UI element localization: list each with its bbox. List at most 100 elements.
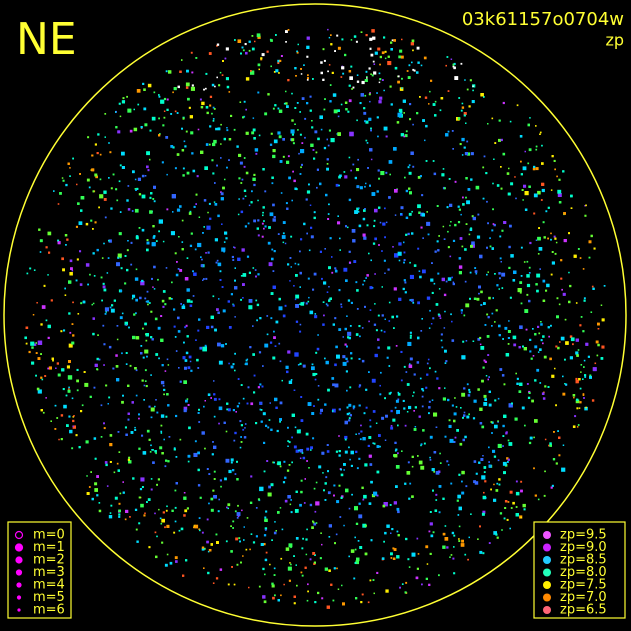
star (421, 213, 425, 217)
star (560, 259, 563, 262)
star (216, 308, 219, 311)
star (597, 328, 600, 330)
star (314, 313, 317, 315)
star (140, 127, 143, 130)
star (121, 166, 125, 169)
star (312, 288, 315, 291)
star (140, 126, 143, 129)
star (339, 174, 342, 177)
star (216, 43, 220, 46)
star (388, 320, 391, 322)
star (413, 264, 417, 267)
star (439, 462, 442, 464)
star (128, 456, 131, 459)
star (487, 271, 489, 273)
star (293, 389, 296, 391)
star (474, 270, 478, 273)
star (197, 128, 200, 131)
star (261, 235, 264, 238)
star (37, 340, 43, 345)
star (379, 63, 381, 66)
star (422, 389, 425, 392)
star (328, 129, 331, 132)
star (395, 399, 399, 403)
star (188, 426, 191, 430)
star (221, 286, 224, 288)
star (90, 471, 92, 473)
star (319, 250, 322, 253)
star (259, 317, 262, 320)
star (158, 219, 163, 224)
star (332, 93, 337, 97)
star (185, 86, 189, 89)
star (147, 303, 149, 306)
star (432, 531, 435, 534)
star (348, 446, 350, 449)
star (370, 480, 373, 484)
star (520, 173, 523, 176)
star (170, 145, 174, 148)
star (193, 452, 198, 457)
star (536, 289, 539, 293)
star (201, 431, 205, 435)
star (452, 282, 455, 286)
star (288, 464, 291, 466)
star (136, 89, 141, 93)
star (127, 458, 130, 461)
star (568, 271, 570, 274)
star (158, 357, 160, 360)
star (92, 317, 95, 320)
star (477, 388, 480, 391)
star (270, 483, 274, 487)
star (121, 312, 124, 315)
star (65, 394, 68, 397)
star (96, 494, 99, 497)
star (486, 273, 488, 276)
star (201, 258, 203, 261)
star (506, 518, 509, 521)
star (421, 395, 424, 398)
star (317, 385, 320, 387)
star (394, 406, 397, 409)
star (330, 43, 333, 46)
star (524, 191, 529, 196)
star (295, 75, 297, 77)
star (116, 338, 119, 341)
star (479, 525, 481, 528)
star (264, 225, 267, 228)
star (236, 460, 238, 463)
star (462, 438, 465, 442)
star (396, 555, 400, 559)
star (344, 327, 347, 331)
star (146, 239, 149, 241)
star (234, 352, 236, 355)
star (462, 203, 465, 206)
star (273, 250, 276, 253)
star (132, 170, 135, 174)
star (142, 451, 147, 455)
star (163, 438, 165, 441)
star (505, 432, 508, 435)
star (243, 115, 246, 118)
star (390, 391, 392, 394)
star (564, 358, 566, 361)
star (426, 221, 431, 226)
star (103, 198, 107, 201)
star (388, 365, 391, 367)
star (456, 117, 460, 121)
star (126, 199, 129, 202)
star (175, 273, 179, 277)
star (473, 399, 477, 403)
star (321, 597, 324, 600)
star (579, 387, 582, 390)
star (156, 483, 158, 486)
star (47, 231, 52, 236)
star (313, 211, 316, 214)
star (337, 46, 341, 50)
star (379, 78, 382, 81)
star (513, 270, 517, 274)
star (257, 498, 260, 501)
star (293, 602, 296, 605)
star (364, 305, 366, 308)
star (220, 191, 222, 193)
